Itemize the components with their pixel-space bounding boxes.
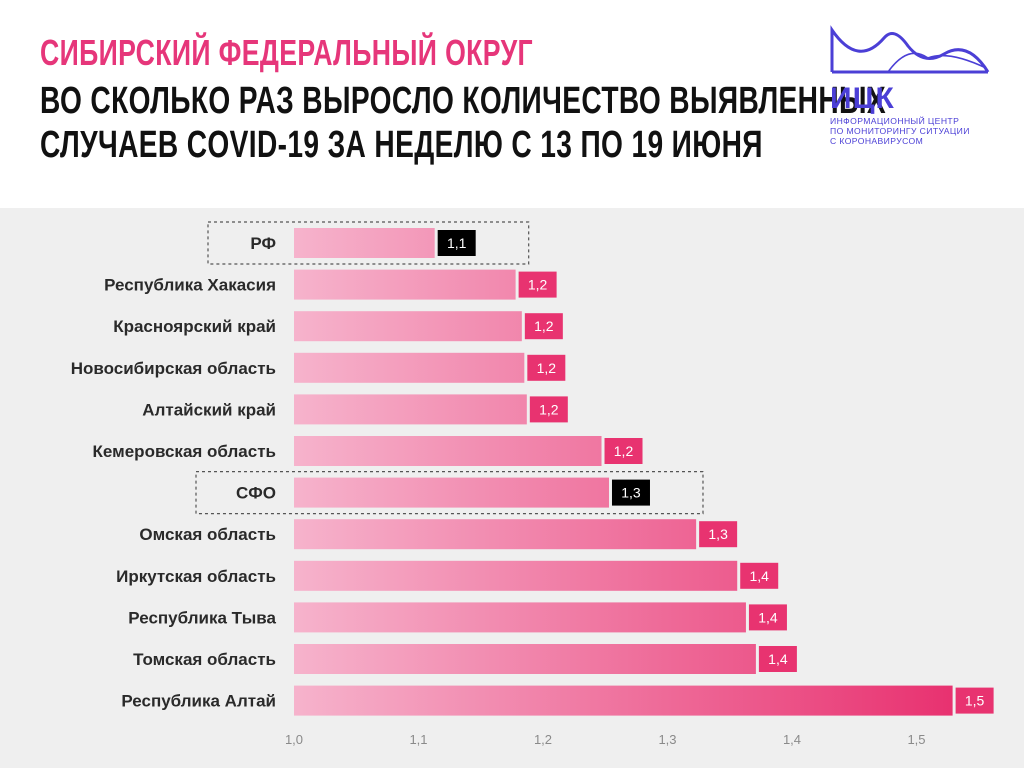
- value-label: 1,2: [528, 277, 548, 293]
- value-badge: [748, 604, 787, 631]
- value-label: 1,5: [965, 693, 985, 709]
- bar-chart: РФ 1,1 Республика Хакасия 1,2 Красноярский к…: [71, 221, 994, 747]
- bar: [294, 228, 435, 258]
- bar: [294, 394, 527, 425]
- logo-subtitle-line: ИНФОРМАЦИОННЫЙ ЦЕНТР: [830, 116, 960, 126]
- category-label: Томская область: [133, 650, 276, 669]
- title-line-2: СЛУЧАЕВ COVID-19 ЗА НЕДЕЛЮ С 13 ПО 19 ИЮ…: [40, 124, 763, 166]
- logo-subtitle: ИНФОРМАЦИОННЫЙ ЦЕНТР ПО МОНИТОРИНГУ СИТУ…: [830, 116, 1000, 146]
- bar: [294, 685, 953, 716]
- category-label: Иркутская область: [116, 567, 276, 586]
- category-label: Омская область: [139, 525, 276, 544]
- value-label: 1,4: [749, 568, 769, 584]
- bar: [294, 269, 516, 300]
- value-badge: [699, 521, 738, 548]
- logo-subtitle-line: С КОРОНАВИРУСОМ: [830, 136, 924, 146]
- bar: [294, 311, 522, 342]
- category-label: СФО: [236, 484, 276, 503]
- value-badge: [524, 313, 563, 340]
- value-label: 1,2: [537, 360, 557, 376]
- highlight-frame: [207, 221, 530, 265]
- value-label: 1,2: [534, 318, 554, 334]
- x-tick-label: 1,1: [409, 732, 427, 747]
- value-badge: [740, 562, 779, 589]
- x-tick-label: 1,0: [285, 732, 303, 747]
- category-label: Республика Алтай: [121, 692, 276, 711]
- bar: [294, 352, 525, 383]
- x-tick-label: 1,4: [783, 732, 801, 747]
- highlight-frame: [195, 471, 704, 515]
- category-label: Красноярский край: [113, 317, 276, 336]
- bar: [294, 436, 602, 466]
- logo: ИЦК ИНФОРМАЦИОННЫЙ ЦЕНТР ПО МОНИТОРИНГУ …: [828, 24, 998, 154]
- category-label: РФ: [250, 234, 276, 253]
- category-label: Кемеровская область: [93, 442, 276, 461]
- x-tick-label: 1,3: [658, 732, 676, 747]
- value-badge: [955, 687, 994, 714]
- chart-panel: РФ 1,1 Республика Хакасия 1,2 Красноярский к…: [0, 208, 1024, 768]
- logo-name: ИЦК: [830, 82, 895, 115]
- bar: [294, 519, 697, 550]
- x-tick-label: 1,2: [534, 732, 552, 747]
- value-badge: [518, 271, 557, 298]
- value-label: 1,3: [621, 485, 641, 501]
- category-label: Республика Тыва: [128, 608, 276, 627]
- value-label: 1,1: [447, 235, 467, 251]
- value-badge: [611, 479, 650, 506]
- category-label: Новосибирская область: [71, 359, 276, 378]
- x-tick-label: 1,5: [907, 732, 925, 747]
- logo-subtitle-line: ПО МОНИТОРИНГУ СИТУАЦИИ: [830, 126, 970, 136]
- bar: [294, 560, 738, 591]
- logo-mark-icon: [830, 25, 990, 74]
- value-badge: [437, 230, 476, 256]
- title-region: СИБИРСКИЙ ФЕДЕРАЛЬНЫЙ ОКРУГ: [40, 32, 534, 73]
- value-label: 1,4: [768, 651, 788, 667]
- title-line-1: ВО СКОЛЬКО РАЗ ВЫРОСЛО КОЛИЧЕСТВО ВЫЯВЛЕ…: [40, 80, 887, 122]
- bar: [294, 644, 756, 674]
- value-label: 1,4: [758, 609, 778, 625]
- bar: [294, 602, 746, 633]
- value-label: 1,2: [539, 401, 559, 417]
- chart-root: РФ 1,1 Республика Хакасия 1,2 Красноярский к…: [71, 221, 994, 747]
- value-badge: [527, 354, 566, 381]
- value-badge: [758, 646, 797, 672]
- header: СИБИРСКИЙ ФЕДЕРАЛЬНЫЙ ОКРУГ ВО СКОЛЬКО Р…: [0, 0, 1024, 208]
- category-label: Алтайский край: [142, 400, 276, 419]
- category-label: Республика Хакасия: [104, 276, 276, 295]
- value-label: 1,3: [708, 526, 728, 542]
- value-badge: [529, 396, 568, 423]
- value-label: 1,2: [614, 443, 634, 459]
- value-badge: [604, 438, 643, 464]
- bar: [294, 477, 609, 508]
